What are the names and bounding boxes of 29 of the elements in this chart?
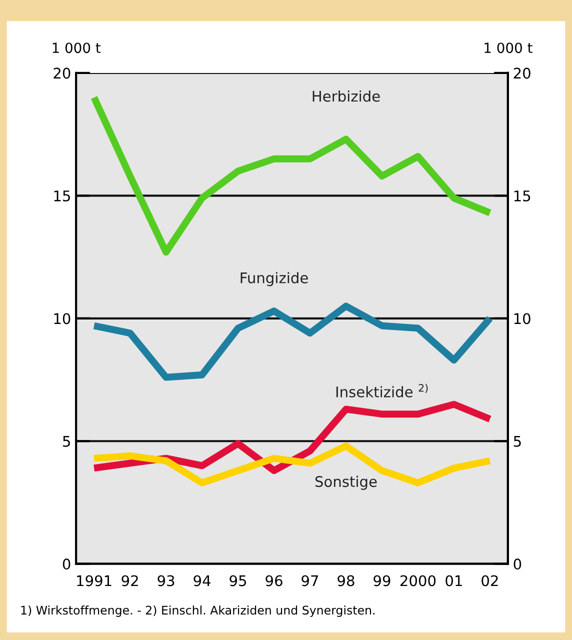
- y-tick-label: 0: [62, 558, 70, 570]
- x-tick-label: 01: [446, 575, 462, 586]
- y2-tick-label: 15: [514, 190, 530, 202]
- y-tick-label: 10: [54, 313, 70, 324]
- x-tick-label: 2000: [400, 575, 436, 586]
- y2-tick-label: 20: [514, 68, 530, 79]
- x-tick-label: 93: [158, 575, 174, 586]
- series-label: Insektizide $^{2)}$: [336, 384, 428, 398]
- x-tick-label: 95: [230, 575, 246, 586]
- y-tick-label: 20: [54, 68, 70, 79]
- text: Fungizide: [240, 272, 308, 286]
- x-tick-label: 94: [194, 575, 210, 586]
- y2-tick-label: 10: [514, 313, 530, 324]
- x-tick-label: 97: [302, 575, 318, 586]
- x-tick-label: 1991: [77, 575, 112, 586]
- x-tick-label: 02: [482, 575, 498, 586]
- text: Herbizide: [312, 90, 380, 102]
- y2-tick-label: 5: [514, 436, 521, 447]
- y-axis-title: 1 000 t: [52, 42, 101, 54]
- text: 1) Wirkstoffmenge. - 2) Einschl. Akariziden und Synergisten.: [21, 605, 375, 617]
- x-tick-label: 98: [338, 575, 354, 586]
- x-tick-label: 96: [266, 575, 282, 586]
- x-tick-label: 99: [374, 575, 390, 586]
- x-tick-label: 92: [122, 575, 138, 586]
- y2-axis-title: 1 000 t: [484, 42, 532, 54]
- y-tick-label: 15: [54, 190, 70, 202]
- series-label: Sonstige: [315, 476, 377, 490]
- y-tick-label: 5: [63, 436, 70, 447]
- y2-tick-label: 0: [514, 558, 522, 570]
